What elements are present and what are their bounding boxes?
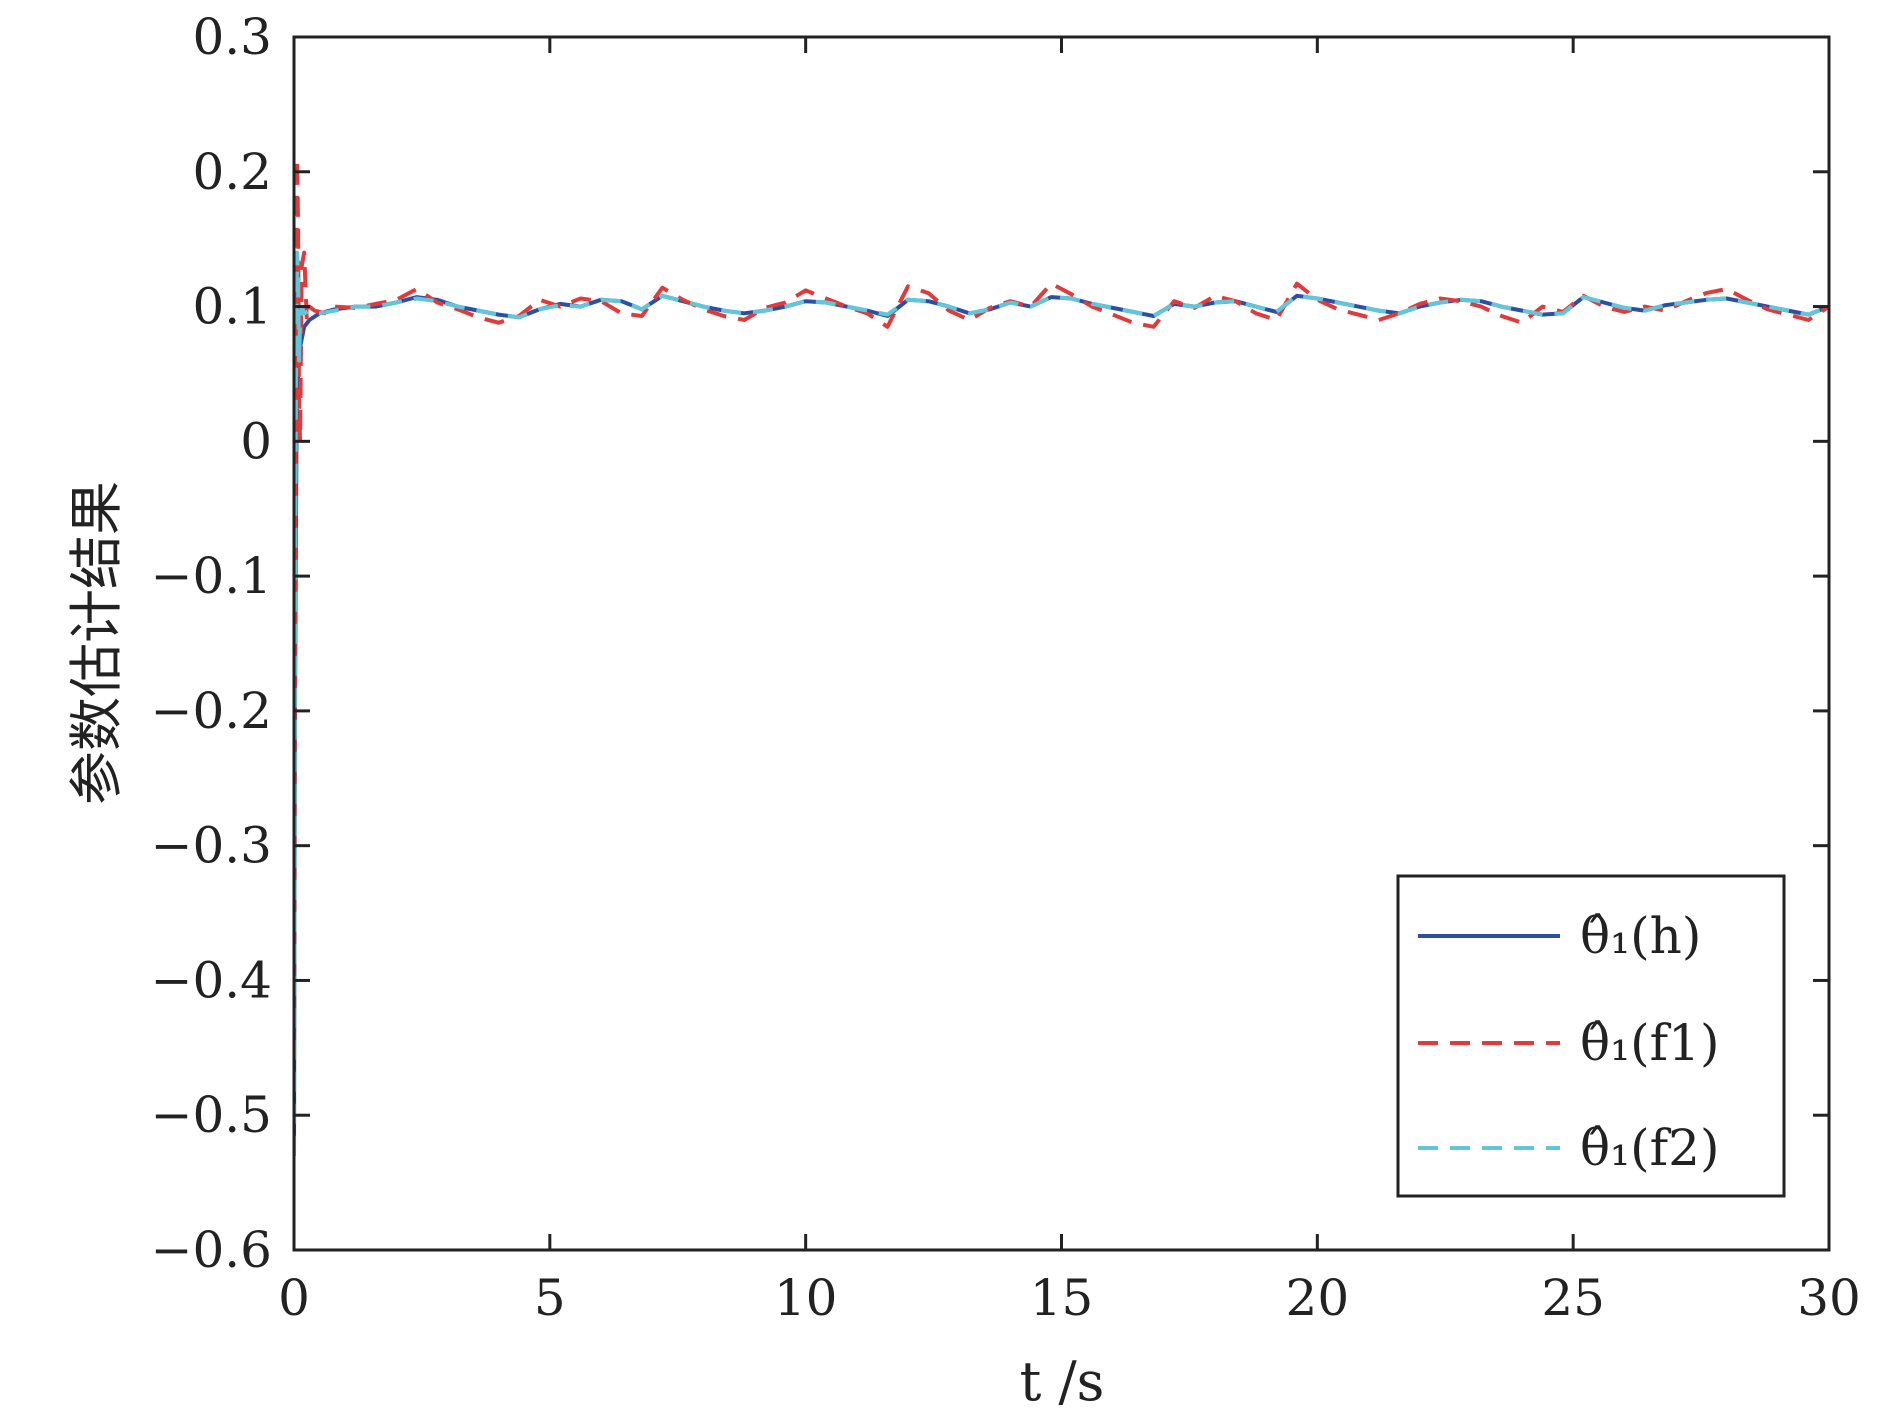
x-tick-label: 10	[774, 1269, 838, 1327]
x-tick-label: 5	[534, 1269, 566, 1327]
y-tick-label: −0.6	[151, 1221, 272, 1279]
series-line-3	[294, 250, 1829, 1156]
y-tick-label: −0.4	[151, 951, 272, 1009]
x-tick-label: 20	[1286, 1269, 1350, 1327]
x-tick-label: 15	[1030, 1269, 1094, 1327]
plot-frame	[292, 35, 1831, 1252]
legend: θ̂₁(h) θ̂₁(f1) θ̂₁(f2)	[1396, 874, 1786, 1198]
y-tick-label: −0.1	[151, 547, 272, 605]
y-tick-label: −0.2	[151, 682, 272, 740]
y-tick-label: 0.2	[192, 143, 272, 201]
y-tick-label: 0.3	[192, 8, 272, 66]
x-axis-label: t /s	[1020, 1350, 1105, 1413]
x-tick-label: 0	[278, 1269, 310, 1327]
y-tick-label: 0	[240, 412, 272, 470]
x-tick-label: 25	[1541, 1269, 1605, 1327]
y-tick-label: 0.1	[192, 278, 272, 336]
y-tick-label: −0.3	[151, 817, 272, 875]
legend-label-2: θ̂₁(f1)	[1580, 1014, 1719, 1072]
x-tick-label: 30	[1797, 1269, 1861, 1327]
y-tick-label: −0.5	[151, 1086, 272, 1144]
legend-box	[1396, 874, 1786, 1198]
legend-label-1: θ̂₁(h)	[1580, 907, 1701, 965]
y-axis-label: 参数估计结果	[65, 481, 128, 805]
legend-label-3: θ̂₁(f2)	[1580, 1119, 1719, 1177]
